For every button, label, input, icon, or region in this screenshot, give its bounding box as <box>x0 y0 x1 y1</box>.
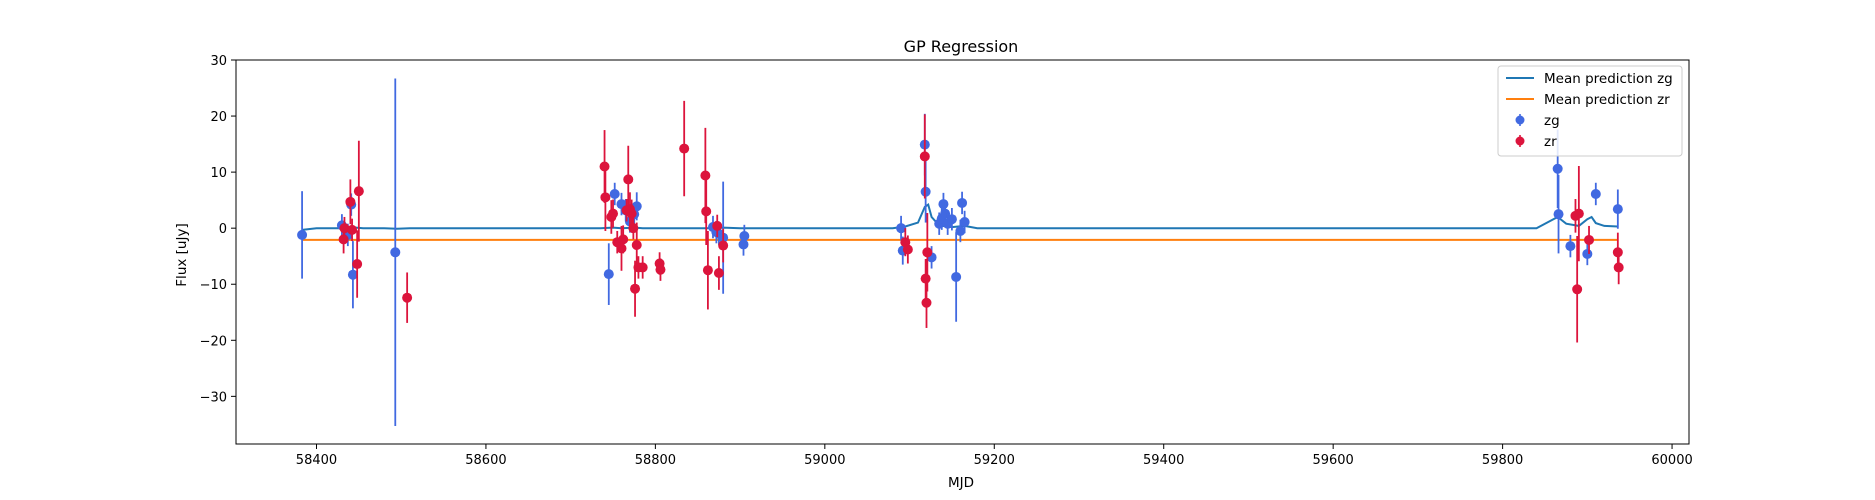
data-point <box>959 217 970 228</box>
data-point <box>700 170 711 181</box>
data-point <box>1613 262 1624 273</box>
x-tick-label: 59400 <box>1143 453 1184 468</box>
x-tick-label: 58600 <box>465 453 506 468</box>
data-point <box>718 240 729 251</box>
data-point <box>1553 209 1564 220</box>
data-point <box>402 292 413 303</box>
data-point <box>637 262 648 273</box>
data-point <box>603 269 614 280</box>
data-point <box>390 247 401 258</box>
data-point <box>345 196 356 207</box>
data-point <box>626 208 637 219</box>
y-tick-label: −10 <box>200 278 227 293</box>
y-axis-label: Flux [uJy] <box>174 223 190 286</box>
data-point <box>352 259 363 270</box>
data-point <box>679 143 690 154</box>
data-point <box>1612 204 1623 215</box>
data-point <box>1590 188 1601 199</box>
data-point <box>608 208 619 219</box>
data-point <box>951 271 962 282</box>
data-point <box>618 234 629 245</box>
data-point <box>938 199 949 210</box>
x-tick-label: 58400 <box>296 453 337 468</box>
x-tick-label: 60000 <box>1651 453 1692 468</box>
data-point <box>1552 163 1563 174</box>
legend-label: zr <box>1544 134 1557 150</box>
data-point <box>297 229 308 240</box>
legend-label: zg <box>1544 113 1560 129</box>
data-point <box>713 268 724 279</box>
legend: Mean prediction zg Mean prediction zr zg zr <box>1497 65 1683 157</box>
plot-area <box>297 78 1624 427</box>
data-point <box>921 297 932 308</box>
data-point <box>1573 208 1584 219</box>
scatter-series-zr <box>338 100 1624 343</box>
legend-label: Mean prediction zg <box>1544 71 1673 87</box>
legend-marker <box>1515 115 1525 125</box>
data-point <box>712 220 723 231</box>
data-point <box>623 174 634 185</box>
y-tick-label: −20 <box>200 334 227 349</box>
data-point <box>1584 234 1595 245</box>
plot-frame <box>235 59 1690 445</box>
data-point <box>919 151 930 162</box>
y-tick-label: 30 <box>210 54 227 69</box>
y-tick-label: 20 <box>210 110 227 125</box>
x-axis-label: MJD <box>948 475 974 491</box>
data-point <box>655 264 666 275</box>
data-point <box>701 206 712 217</box>
data-point <box>702 265 713 276</box>
chart-title: GP Regression <box>904 37 1019 56</box>
legend-marker <box>1515 136 1525 146</box>
data-point <box>902 244 913 255</box>
data-point <box>616 243 627 254</box>
data-point <box>1582 248 1593 259</box>
x-axis: 58400 58600 58800 59000 59200 59400 59600 59800… <box>296 444 1693 468</box>
data-point <box>1572 284 1583 295</box>
scatter-series-zg <box>297 78 1623 427</box>
data-point <box>609 188 620 199</box>
x-tick-label: 59000 <box>804 453 845 468</box>
data-point <box>896 223 907 234</box>
y-tick-label: −30 <box>200 390 227 405</box>
data-point <box>955 225 966 236</box>
data-point <box>347 269 358 280</box>
data-point <box>922 247 933 258</box>
data-point <box>339 223 350 234</box>
y-tick-label: 0 <box>219 222 227 237</box>
data-point <box>630 283 641 294</box>
data-point <box>957 197 968 208</box>
y-tick-label: 10 <box>210 166 227 181</box>
x-tick-label: 59200 <box>974 453 1015 468</box>
x-tick-label: 59800 <box>1482 453 1523 468</box>
data-point <box>600 192 611 203</box>
data-point <box>347 224 358 235</box>
y-axis: −30 −20 −10 0 10 20 30 <box>200 54 236 405</box>
data-point <box>946 214 957 225</box>
legend-label: Mean prediction zr <box>1544 92 1670 108</box>
x-tick-label: 58800 <box>635 453 676 468</box>
data-point <box>739 231 750 242</box>
data-point <box>1565 241 1576 252</box>
x-tick-label: 59600 <box>1312 453 1353 468</box>
data-point <box>631 239 642 250</box>
data-point <box>353 186 364 197</box>
legend-box <box>1497 65 1683 157</box>
